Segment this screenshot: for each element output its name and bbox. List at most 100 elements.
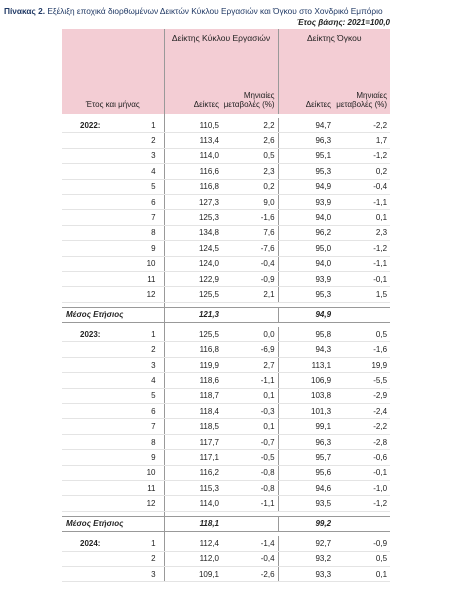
- month-cell: 4: [134, 163, 165, 180]
- column-header: Μηνιαίες μεταβολές (%): [334, 64, 391, 114]
- column-header: Μηνιαίες μεταβολές (%): [222, 64, 279, 114]
- value-cell: 2,2: [222, 118, 279, 134]
- table-title: Εξέλιξη εποχικά διορθωμένων Δεικτών Κύκλ…: [47, 6, 383, 16]
- value-cell: -1,2: [334, 495, 391, 512]
- year-cell: [62, 434, 134, 451]
- year-cell: [62, 148, 134, 165]
- data-row: 5 118,7 0,1 103,8 -2,9: [62, 388, 391, 405]
- value-cell: 95,7: [277, 449, 335, 466]
- month-cell: 2: [134, 551, 165, 567]
- data-row: 8 134,8 7,6 96,2 2,3: [62, 225, 391, 242]
- data-row: 6 118,4 -0,3 101,3 -2,4: [62, 403, 391, 420]
- value-cell: -1,1: [334, 256, 391, 272]
- month-cell: 8: [134, 434, 165, 451]
- column-header: Δείκτες: [277, 64, 335, 114]
- value-cell: 125,3: [164, 209, 223, 226]
- data-row: 2022: 1 110,5 2,2 94,7 -2,2: [62, 118, 391, 134]
- value-cell: 95,6: [277, 465, 335, 481]
- value-cell: 103,8: [277, 388, 335, 405]
- value-cell: 94,6: [277, 480, 335, 497]
- value-cell: 99,2: [277, 515, 335, 533]
- value-cell: 116,2: [164, 465, 223, 481]
- data-row: 2024: 1 112,4 -1,4 92,7 -0,9: [62, 536, 391, 552]
- value-cell: [334, 515, 391, 533]
- data-row: 10 116,2 -0,8 95,6 -0,1: [62, 465, 391, 481]
- year-cell: [62, 256, 134, 272]
- value-cell: -1,4: [222, 536, 279, 552]
- average-row: Μέσος Ετήσιος 118,1 99,2: [62, 515, 391, 533]
- value-cell: 19,9: [334, 357, 391, 374]
- year-cell: [62, 163, 134, 180]
- value-cell: 110,5: [164, 118, 223, 134]
- value-cell: 115,3: [164, 480, 223, 497]
- spacer-cell: [134, 114, 165, 118]
- value-cell: -1,6: [222, 209, 279, 226]
- value-cell: -2,6: [222, 566, 279, 583]
- year-cell: 2024:: [62, 536, 134, 552]
- value-cell: -2,2: [334, 418, 391, 435]
- data-table: Έτος και μήνας Δείκτης Κύκλου Εργασιών Δ…: [62, 29, 391, 583]
- year-cell: [62, 357, 134, 374]
- value-cell: -6,9: [222, 341, 279, 358]
- value-cell: 118,5: [164, 418, 223, 435]
- data-row: 12 114,0 -1,1 93,5 -1,2: [62, 495, 391, 512]
- value-cell: 94,7: [277, 118, 335, 134]
- value-cell: 93,2: [277, 551, 335, 567]
- month-cell: 3: [134, 566, 165, 583]
- value-cell: 93,9: [277, 194, 335, 211]
- value-cell: 1,7: [334, 132, 391, 149]
- value-cell: 94,9: [277, 306, 335, 324]
- value-cell: 125,5: [164, 327, 223, 343]
- month-cell: 3: [134, 148, 165, 165]
- year-cell: [62, 179, 134, 195]
- value-cell: -2,9: [334, 388, 391, 405]
- value-cell: [334, 306, 391, 324]
- value-cell: 0,5: [334, 327, 391, 343]
- month-cell: 12: [134, 495, 165, 512]
- value-cell: -1,2: [334, 240, 391, 257]
- month-cell: 4: [134, 372, 165, 389]
- month-cell: 3: [134, 357, 165, 374]
- spacer-cell: [134, 322, 165, 328]
- value-cell: 106,9: [277, 372, 335, 389]
- data-row: 9 117,1 -0,5 95,7 -0,6: [62, 449, 391, 466]
- value-cell: 0,1: [222, 388, 279, 405]
- value-cell: 95,3: [277, 163, 335, 180]
- data-row: 11 122,9 -0,9 93,9 -0,1: [62, 271, 391, 288]
- year-cell: [62, 286, 134, 303]
- year-cell: [62, 495, 134, 512]
- value-cell: 2,6: [222, 132, 279, 149]
- spacer: [62, 322, 390, 328]
- value-cell: -0,3: [222, 403, 279, 420]
- value-cell: 101,3: [277, 403, 335, 420]
- year-cell: [62, 403, 134, 420]
- year-cell: [62, 566, 134, 583]
- column-header: Δείκτες: [164, 64, 223, 114]
- value-cell: 119,9: [164, 357, 223, 374]
- value-cell: -7,6: [222, 240, 279, 257]
- data-row: 4 116,6 2,3 95,3 0,2: [62, 163, 391, 180]
- data-row: 2 113,4 2,6 96,3 1,7: [62, 132, 391, 149]
- value-cell: 118,4: [164, 403, 223, 420]
- value-cell: 95,3: [277, 286, 335, 303]
- value-cell: -0,9: [222, 271, 279, 288]
- value-cell: 112,4: [164, 536, 223, 552]
- value-cell: 0,1: [334, 566, 391, 583]
- year-cell: [62, 449, 134, 466]
- spacer-cell: [134, 531, 165, 537]
- year-cell: [62, 341, 134, 358]
- value-cell: 96,2: [277, 225, 335, 242]
- value-cell: 109,1: [164, 566, 223, 583]
- value-cell: -2,4: [334, 403, 391, 420]
- value-cell: -2,2: [334, 118, 391, 134]
- value-cell: 96,3: [277, 434, 335, 451]
- spacer-cell: [134, 302, 165, 308]
- month-cell: 2: [134, 132, 165, 149]
- value-cell: -0,1: [334, 465, 391, 481]
- value-cell: -1,0: [334, 480, 391, 497]
- value-cell: 114,0: [164, 148, 223, 165]
- spacer: [62, 511, 390, 517]
- value-cell: [222, 515, 279, 533]
- month-cell: 1: [134, 118, 165, 134]
